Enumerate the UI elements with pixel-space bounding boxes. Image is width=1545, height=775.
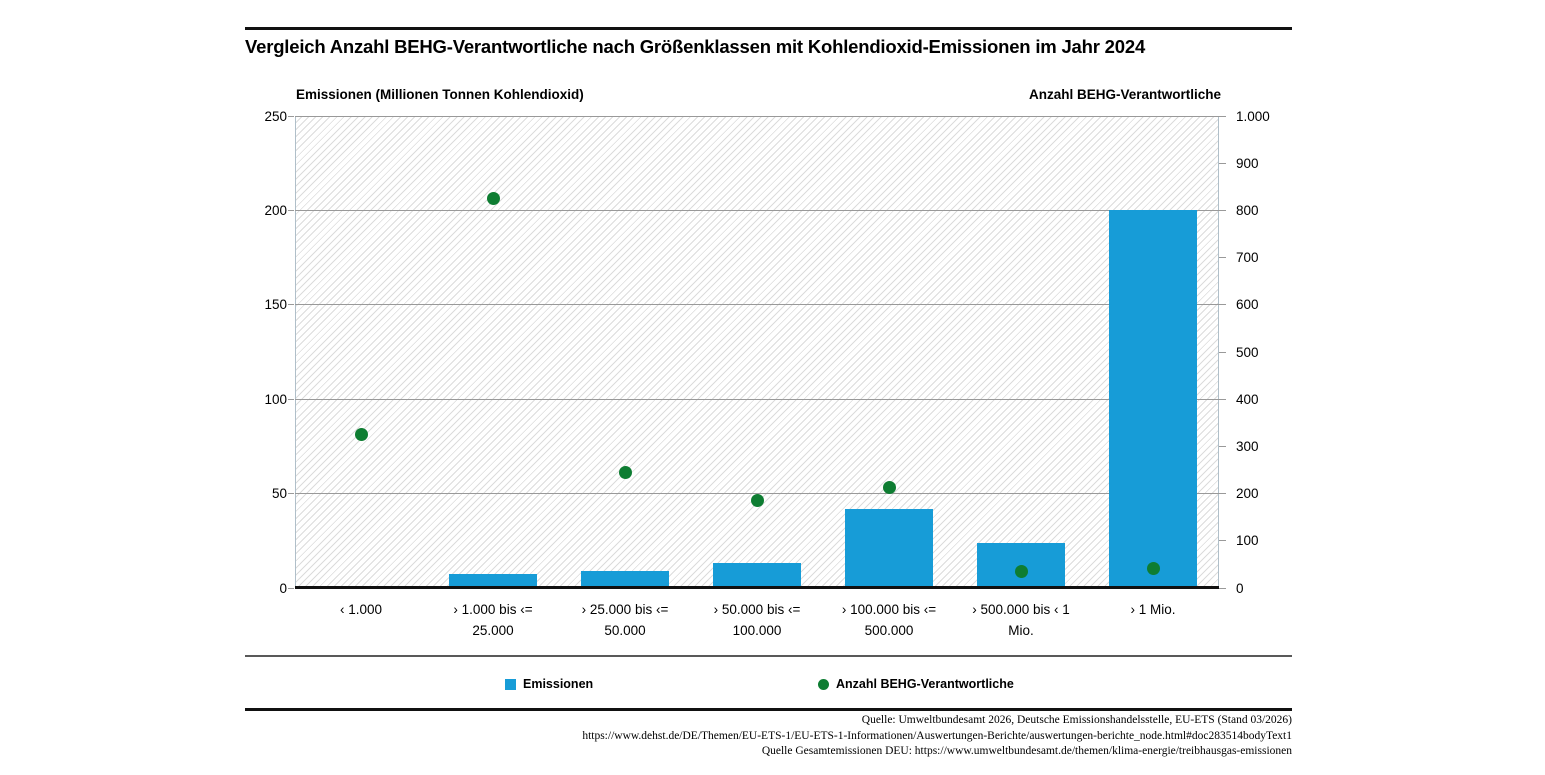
plot-area bbox=[295, 116, 1219, 588]
right-tick-label: 700 bbox=[1236, 250, 1259, 266]
right-tick bbox=[1219, 209, 1226, 211]
top-rule bbox=[245, 27, 1292, 30]
right-tick bbox=[1219, 257, 1226, 259]
legend-label-emissions: Emissionen bbox=[523, 677, 594, 691]
legend-divider-rule bbox=[245, 655, 1292, 657]
right-tick bbox=[1219, 351, 1226, 353]
right-tick-label: 500 bbox=[1236, 344, 1259, 360]
left-tick-label: 50 bbox=[271, 486, 287, 502]
right-tick bbox=[1219, 587, 1226, 589]
left-tick bbox=[288, 304, 294, 306]
right-tick bbox=[1219, 493, 1226, 495]
right-tick-label: 400 bbox=[1236, 391, 1259, 407]
right-axis-title: Anzahl BEHG-Verantwortliche bbox=[1028, 87, 1221, 102]
right-tick bbox=[1219, 115, 1226, 117]
source-line-1: Quelle: Umweltbundesamt 2026, Deutsche E… bbox=[861, 714, 1292, 726]
x-tick-label: › 25.000 bis ‹= 50.000 bbox=[581, 602, 669, 638]
left-tick bbox=[288, 398, 294, 400]
right-tick bbox=[1219, 540, 1226, 542]
anzahl-dot-icon bbox=[818, 678, 829, 690]
right-tick-label: 900 bbox=[1236, 155, 1259, 171]
legend-label-anzahl: Anzahl BEHG-Verantwortliche bbox=[836, 677, 1014, 691]
left-tick-label: 150 bbox=[264, 297, 287, 313]
source-line-2: https://www.dehst.de/DE/Themen/EU-ETS-1/… bbox=[582, 729, 1292, 742]
left-tick-label: 0 bbox=[279, 580, 287, 596]
right-tick-label: 1.000 bbox=[1236, 108, 1270, 124]
right-tick-label: 200 bbox=[1236, 486, 1259, 502]
right-tick-label: 600 bbox=[1236, 297, 1259, 313]
left-tick bbox=[288, 209, 294, 211]
x-tick-label: › 500.000 bis ‹ 1 Mio. bbox=[972, 602, 1070, 638]
right-tick bbox=[1219, 445, 1226, 447]
left-tick-label: 250 bbox=[264, 108, 287, 124]
right-tick bbox=[1219, 162, 1226, 164]
left-tick-label: 100 bbox=[264, 391, 287, 407]
x-tick-label: › 100.000 bis ‹= 500.000 bbox=[841, 602, 937, 638]
x-axis-line bbox=[295, 586, 1219, 589]
right-tick-label: 0 bbox=[1236, 580, 1244, 596]
source-note: Quelle: Umweltbundesamt 2026, Deutsche E… bbox=[245, 713, 1292, 760]
left-tick-label: 200 bbox=[264, 202, 287, 218]
right-tick bbox=[1219, 304, 1226, 306]
legend-item-emissions: Emissionen bbox=[505, 677, 593, 691]
right-tick-label: 300 bbox=[1236, 438, 1259, 454]
source-line-3: Quelle Gesamtemissionen DEU: https://www… bbox=[761, 745, 1292, 757]
legend-item-anzahl: Anzahl BEHG-Verantwortliche bbox=[818, 677, 1014, 691]
footer-rule bbox=[245, 708, 1292, 711]
emissions-swatch-icon bbox=[505, 678, 516, 690]
right-tick-label: 100 bbox=[1236, 533, 1259, 549]
left-tick bbox=[288, 115, 294, 117]
right-tick-label: 800 bbox=[1236, 202, 1259, 218]
x-tick-label: › 1 Mio. bbox=[1130, 602, 1176, 617]
x-tick-label: ‹ 1.000 bbox=[339, 602, 383, 617]
left-tick bbox=[288, 493, 294, 495]
chart-title: Vergleich Anzahl BEHG-Verantwortliche na… bbox=[245, 36, 1146, 57]
right-tick bbox=[1219, 398, 1226, 400]
x-tick-label: › 50.000 bis ‹= 100.000 bbox=[713, 602, 801, 638]
x-tick-label: › 1.000 bis ‹= 25.000 bbox=[453, 602, 533, 638]
left-tick bbox=[288, 587, 294, 589]
left-axis-title: Emissionen (Millionen Tonnen Kohlendioxi… bbox=[296, 87, 584, 102]
